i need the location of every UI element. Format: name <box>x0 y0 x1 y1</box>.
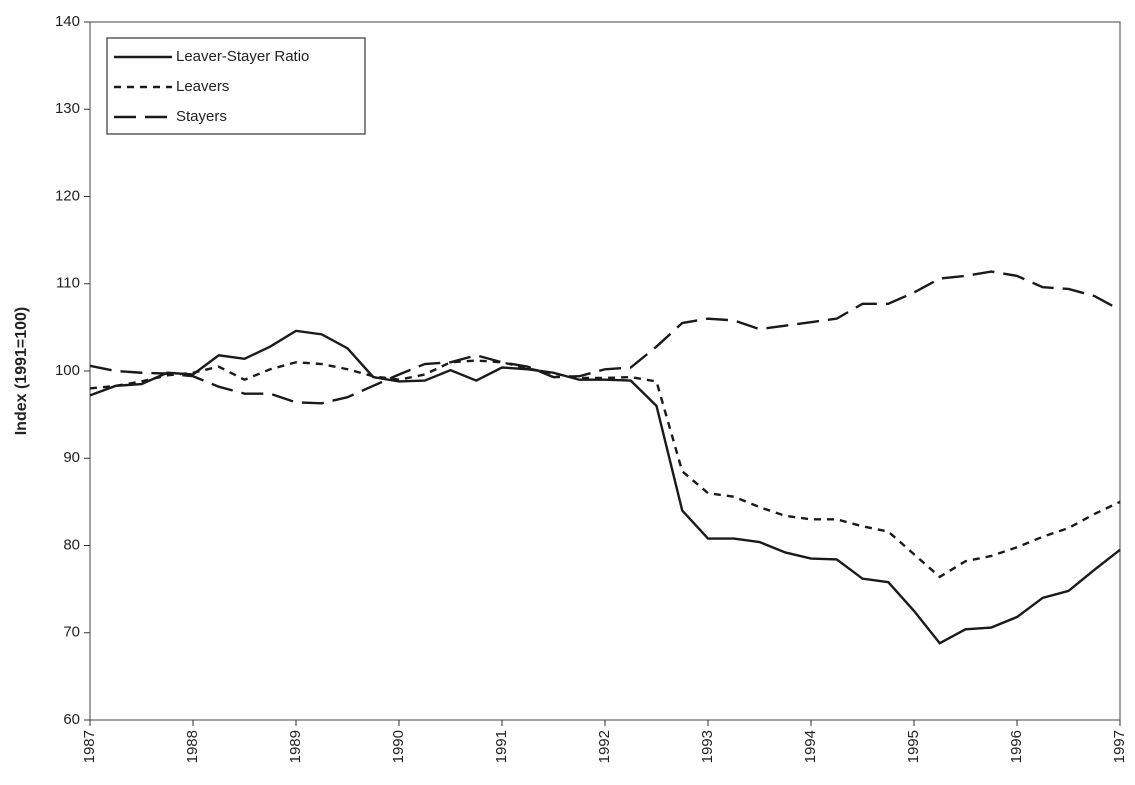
x-tick-label: 1996 <box>1008 730 1025 763</box>
x-tick-label: 1993 <box>699 730 716 763</box>
x-tick-label: 1997 <box>1111 730 1128 763</box>
y-tick-label: 80 <box>63 536 80 553</box>
y-tick-label: 100 <box>55 362 80 379</box>
y-tick-label: 70 <box>63 624 80 641</box>
x-tick-label: 1990 <box>390 730 407 763</box>
y-axis-label: Index (1991=100) <box>13 307 30 436</box>
x-tick-label: 1989 <box>287 730 304 763</box>
y-tick-label: 110 <box>56 275 80 292</box>
legend-label: Stayers <box>176 108 227 125</box>
legend-label: Leavers <box>176 78 229 95</box>
x-tick-label: 1988 <box>184 730 201 763</box>
y-tick-label: 130 <box>55 100 80 117</box>
y-tick-label: 140 <box>55 13 80 30</box>
y-tick-label: 120 <box>55 187 80 204</box>
x-tick-label: 1992 <box>596 730 613 763</box>
x-tick-label: 1987 <box>81 730 98 763</box>
x-tick-label: 1994 <box>802 730 819 763</box>
x-tick-label: 1991 <box>493 730 510 763</box>
x-tick-label: 1995 <box>905 730 922 763</box>
series-line <box>89 329 1121 645</box>
series-line <box>89 270 1121 405</box>
y-tick-label: 60 <box>63 711 80 728</box>
y-tick-label: 90 <box>63 449 80 466</box>
legend-label: Leaver-Stayer Ratio <box>176 48 309 65</box>
